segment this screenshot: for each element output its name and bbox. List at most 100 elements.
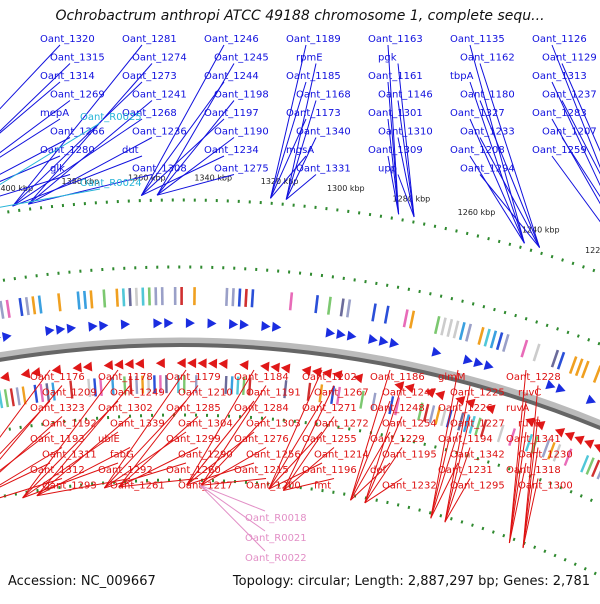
forward-gene-label: Oant_1327: [450, 108, 505, 119]
gene-block: [7, 300, 10, 318]
forward-gene-label: Oant_1273: [122, 71, 177, 82]
reverse-gene-label: Oant_1303: [246, 419, 301, 430]
gene-block: [239, 289, 240, 307]
reverse-rna-gene-label: Oant_R0021: [245, 533, 307, 544]
gene-block: [104, 290, 105, 308]
gene-block: [123, 288, 124, 306]
reverse-rna-gene-label-leader: [200, 485, 265, 531]
gene-block: [479, 327, 484, 344]
forward-gene-label: Oant_1207: [542, 127, 597, 138]
gene-block: [587, 458, 594, 475]
gene-block: [582, 361, 588, 378]
accession-text: Accession: NC_009667: [8, 574, 156, 589]
forward-gene-label: Oant_1241: [132, 90, 187, 101]
gene-block: [552, 350, 558, 367]
reverse-arrow: [114, 359, 123, 369]
gene-block: [466, 324, 471, 341]
forward-arrow: [186, 318, 195, 328]
gene-block: [592, 460, 599, 477]
forward-gene-label: Oant_1185: [286, 71, 341, 82]
reverse-gene-label: Oant_1191: [246, 388, 301, 399]
gene-block: [20, 298, 22, 316]
gene-block: [5, 389, 8, 407]
reverse-gene-label: Oant_1255: [302, 434, 357, 445]
gene-block: [39, 296, 41, 314]
gene-block: [385, 306, 388, 324]
forward-gene-label: Oant_1310: [378, 127, 433, 138]
gene-block: [534, 344, 540, 361]
gene-block: [130, 288, 131, 306]
reverse-gene-label: Oant_1323: [30, 403, 85, 414]
reverse-gene-label: Oant_1179: [166, 372, 221, 383]
map-title: Ochrobactrum anthropi ATCC 49188 chromos…: [0, 8, 600, 24]
forward-gene-label: Oant_1266: [50, 127, 105, 138]
reverse-rna-gene-label: Oant_R0022: [245, 553, 307, 564]
forward-gene-label: Oant_1162: [460, 53, 515, 64]
reverse-gene-label: Oant_1227: [450, 419, 505, 430]
forward-arrow: [56, 325, 65, 335]
reverse-gene-label: Oant_1249: [110, 388, 165, 399]
reverse-gene-label: Oant_1304: [178, 419, 233, 430]
reverse-gene-label: Oant_1276: [234, 434, 289, 445]
reverse-gene-label: Oant_1200: [246, 481, 301, 492]
forward-arrow: [2, 332, 12, 342]
forward-arrow: [0, 334, 1, 344]
reverse-gene-label: Oant_1228: [506, 372, 561, 383]
forward-gene-label: Oant_1294: [460, 164, 515, 175]
reverse-arrow: [135, 359, 144, 369]
reverse-arrow: [21, 368, 31, 378]
gene-block: [594, 366, 600, 383]
gene-block: [33, 296, 35, 314]
forward-arrow: [261, 321, 270, 331]
rna-gene-label: Oant_R0024: [80, 178, 142, 189]
forward-gene-label: Oant_1320: [40, 34, 95, 45]
reverse-gene-label: Oant_1284: [234, 403, 289, 414]
gene-block: [328, 297, 330, 315]
forward-gene-label: Oant_1301: [368, 108, 423, 119]
forward-gene-label: pgk: [378, 53, 397, 64]
forward-gene-label: Oant_1173: [286, 108, 341, 119]
forward-arrow: [431, 347, 441, 357]
forward-arrow: [555, 383, 565, 392]
forward-gene-label: Oant_1259: [532, 145, 587, 156]
reverse-arrow: [73, 362, 82, 372]
gene-block: [341, 299, 344, 317]
reverse-gene-label: def: [370, 465, 387, 476]
reverse-gene-label: Oant_1302: [98, 403, 153, 414]
forward-arrow: [389, 338, 399, 348]
forward-arrow: [240, 320, 249, 330]
forward-arrow: [99, 321, 108, 331]
forward-arrow: [88, 322, 97, 332]
reverse-arrow: [565, 432, 575, 441]
gene-block: [26, 297, 28, 315]
forward-gene-label: Oant_1308: [132, 164, 187, 175]
reverse-gene-label: Oant_1231: [438, 465, 493, 476]
forward-gene-label: Oant_1236: [132, 127, 187, 138]
reverse-gene-label: Oant_1192: [42, 419, 97, 430]
reverse-gene-label: Oant_1261: [110, 481, 165, 492]
forward-gene-label: Oant_1126: [532, 34, 587, 45]
reverse-gene-label: Oant_1193: [30, 434, 85, 445]
reverse-gene-label: Oant_1318: [506, 465, 561, 476]
reverse-gene-label: Oant_1254: [382, 419, 437, 430]
forward-arrow: [121, 320, 130, 330]
forward-gene-label: Oant_1283: [532, 108, 587, 119]
forward-arrow: [164, 318, 173, 328]
reverse-gene-label: Oant_1311: [42, 450, 97, 461]
forward-arrow: [229, 319, 238, 329]
gene-block: [233, 288, 234, 306]
forward-gene-label: Oant_1233: [460, 127, 515, 138]
forward-gene-label-leader: [552, 119, 600, 285]
reverse-gene-label: Oant_1186: [370, 372, 425, 383]
reverse-gene-label: Oant_1226: [438, 403, 493, 414]
forward-arrow: [379, 336, 389, 346]
forward-gene-label: Oant_1281: [122, 34, 177, 45]
gene-block: [143, 288, 144, 306]
gene-block: [558, 352, 564, 369]
forward-gene-label-leader: [271, 45, 307, 198]
forward-gene-label: glk: [50, 164, 65, 175]
forward-arrow: [325, 328, 335, 338]
gene-block: [460, 322, 464, 339]
